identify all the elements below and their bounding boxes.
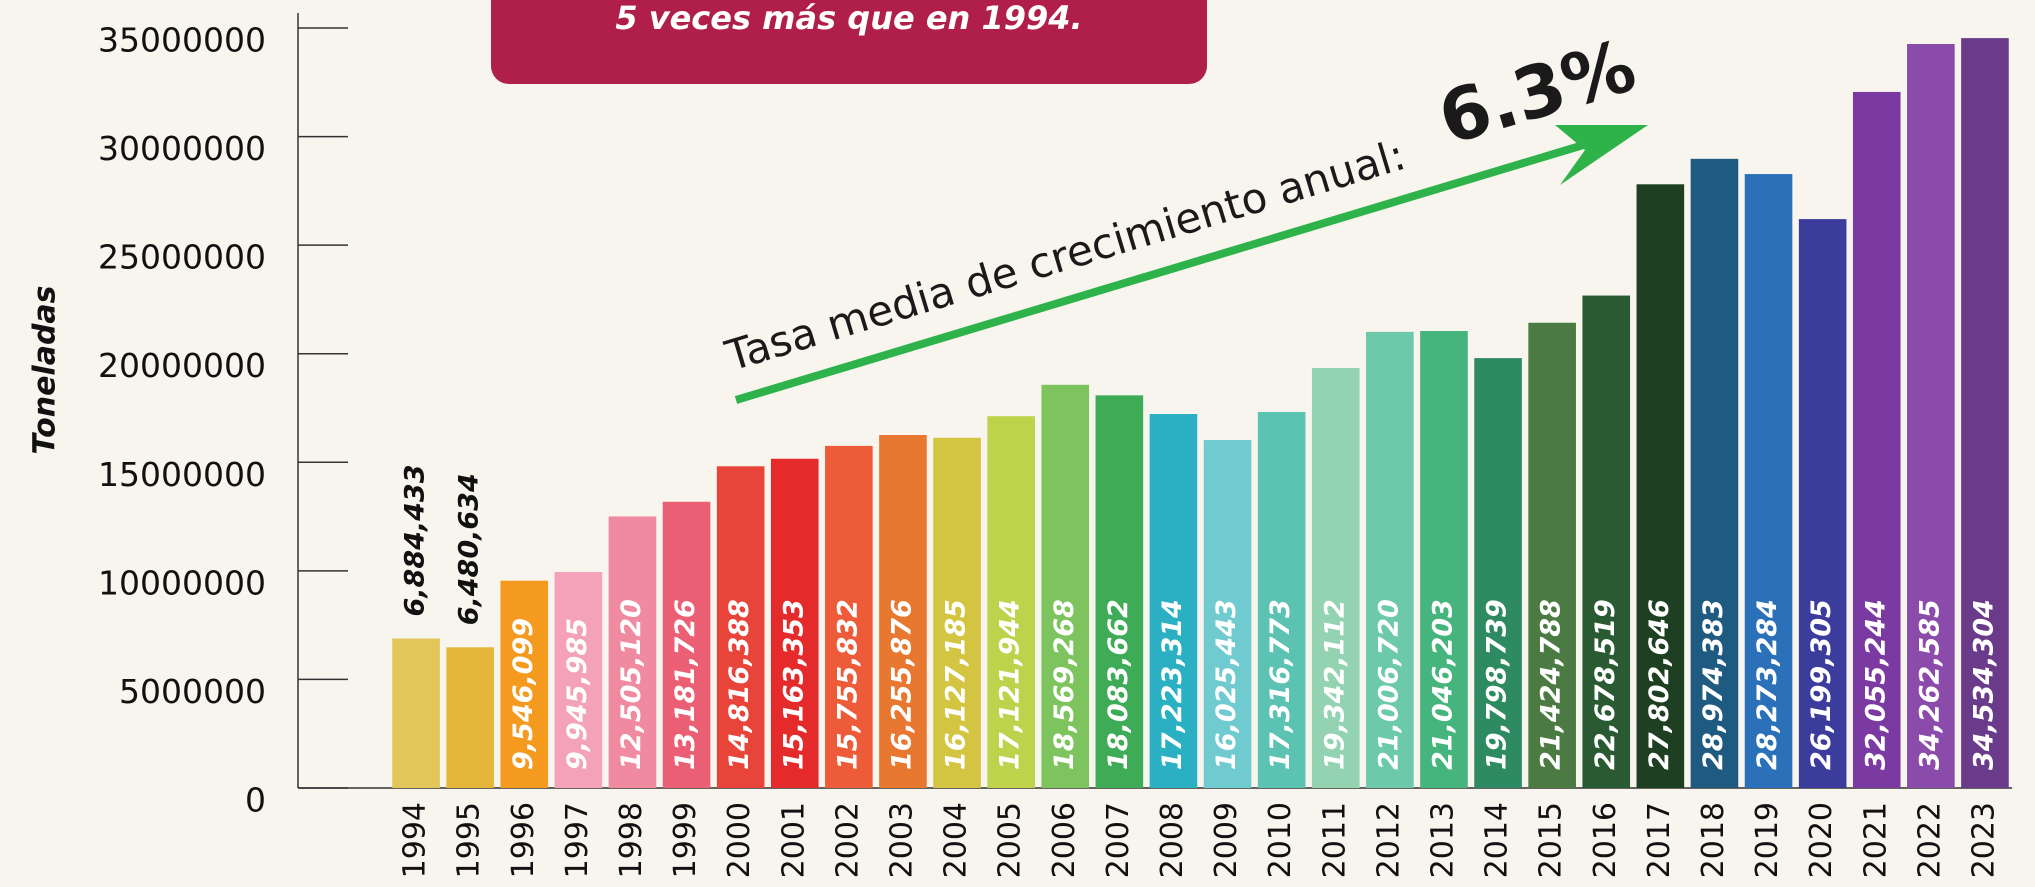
x-tick-label: 2023 [1966,802,2001,878]
data-label: 34,534,304 [1968,599,1999,770]
data-label: 32,055,244 [1860,599,1891,770]
x-tick-label: 1996 [506,802,541,878]
bar [392,639,440,788]
data-label: 28,974,383 [1698,599,1729,770]
y-tick-label: 25000000 [98,238,266,277]
data-label: 16,025,443 [1211,599,1242,770]
bar [446,647,494,788]
y-tick-label: 0 [245,781,266,820]
x-tick-label: 2009 [1209,802,1244,878]
data-label: 15,755,832 [832,599,863,770]
x-tick-label: 2018 [1696,802,1731,878]
data-label: 28,273,284 [1752,599,1783,770]
data-label: 19,798,739 [1482,599,1513,770]
data-label: 13,181,726 [670,599,701,770]
x-tick-label: 2017 [1642,802,1677,878]
x-tick-label: 2013 [1425,802,1460,878]
y-tick-label: 35000000 [98,21,266,60]
data-label: 6,884,433 [400,464,431,616]
data-label: 18,083,662 [1103,599,1134,770]
data-label: 16,127,185 [941,599,972,770]
data-label: 12,505,120 [616,599,647,770]
y-tick-label: 10000000 [98,563,266,602]
x-tick-label: 2012 [1371,802,1406,878]
x-tick-label: 2000 [722,802,757,878]
x-tick-label: 2011 [1317,802,1352,878]
data-label: 21,006,720 [1373,599,1404,770]
y-tick-label: 5000000 [119,672,266,711]
x-tick-label: 2010 [1263,802,1298,878]
chart-title: 5 veces más que en 1994. [615,0,1082,37]
x-tick-label: 1998 [614,802,649,878]
x-tick-label: 1994 [398,802,433,878]
trend-arrow [736,140,1600,400]
x-tick-label: 2014 [1480,802,1515,878]
x-tick-label: 1997 [560,802,595,878]
data-label: 15,163,353 [778,599,809,770]
x-tick-label: 2021 [1858,802,1893,878]
data-label: 17,316,773 [1265,599,1296,770]
data-label: 27,802,646 [1644,599,1675,770]
data-label: 9,945,985 [562,618,593,770]
x-tick-label: 2005 [993,802,1028,878]
page: {"chart_data": { "type": "bar", "title":… [0,0,2035,887]
y-tick-label: 20000000 [98,346,266,385]
x-tick-label: 2003 [884,802,919,878]
data-label: 9,546,099 [508,618,539,770]
annotation: Tasa media de crecimiento anual: [719,130,1411,381]
x-tick-label: 2001 [776,802,811,878]
x-tick-label: 2016 [1588,802,1623,878]
data-label: 21,046,203 [1427,599,1458,770]
y-tick-label: 15000000 [98,455,266,494]
x-tick-label: 1995 [452,802,487,878]
data-label: 17,223,314 [1157,599,1188,770]
data-label: 26,199,305 [1806,599,1837,770]
data-label: 18,569,268 [1049,599,1080,770]
data-label: 14,816,388 [724,599,755,770]
chart: 5 veces más que en 1994. Toneladas Tasa … [0,0,2035,887]
data-label: 17,121,944 [995,599,1026,770]
y-axis-label: Toneladas [28,285,63,454]
data-label: 19,342,112 [1319,599,1350,770]
x-tick-label: 2015 [1534,802,1569,878]
data-label: 34,262,585 [1914,599,1945,770]
x-tick-label: 1999 [668,802,703,878]
x-tick-label: 2004 [939,802,974,878]
data-label: 16,255,876 [886,599,917,770]
data-label: 21,424,788 [1536,599,1567,770]
x-tick-label: 2019 [1750,802,1785,878]
x-tick-label: 2022 [1912,802,1947,878]
trend-arrowhead [1555,125,1648,185]
x-tick-label: 2020 [1804,802,1839,878]
x-tick-label: 2007 [1101,802,1136,878]
data-label: 6,480,634 [454,473,485,625]
data-label: 22,678,519 [1590,599,1621,770]
x-tick-label: 2002 [830,802,865,878]
x-tick-label: 2008 [1155,802,1190,878]
x-tick-label: 2006 [1047,802,1082,878]
y-tick-label: 30000000 [98,129,266,168]
